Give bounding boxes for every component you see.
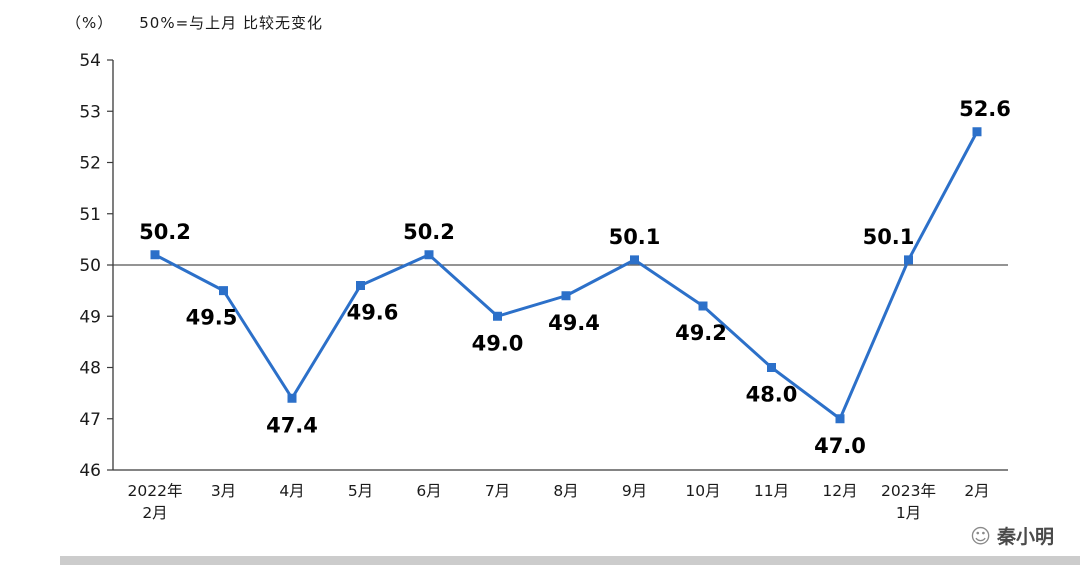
x-tick-label: 6月 [416,482,441,500]
bottom-divider [60,556,1080,565]
data-label: 50.1 [609,225,661,249]
data-label: 49.5 [186,306,238,330]
chart-subtitle: 50%=与上月 比较无变化 [139,14,323,32]
data-label: 50.2 [139,220,191,244]
y-tick-label: 48 [79,359,101,379]
watermark-text: 秦小明 [996,526,1054,548]
data-label: 49.4 [548,311,600,335]
data-point-marker [561,291,571,301]
data-label: 52.6 [959,97,1011,121]
data-label: 48.0 [746,383,798,407]
chart-header: （%） 50%=与上月 比较无变化 [66,12,323,33]
data-label: 49.2 [675,321,727,345]
data-point-marker [698,301,708,311]
y-tick-label: 52 [79,154,101,174]
x-tick-label: 3月 [211,482,236,500]
y-tick-label: 50 [79,256,101,276]
data-point-marker [219,286,228,296]
data-point-marker [972,127,982,137]
y-tick-label: 54 [79,51,101,71]
y-tick-label: 51 [79,205,101,225]
data-label: 49.6 [347,301,399,325]
data-label: 47.4 [266,413,318,437]
x-tick-label: 10月 [685,482,720,500]
x-tick-label: 12月 [822,482,857,500]
y-tick-label: 53 [79,102,101,122]
y-tick-label: 47 [79,410,101,430]
x-tick-label: 8月 [553,482,578,500]
x-tick-label: 1月 [896,504,921,522]
data-label: 50.2 [403,220,455,244]
data-point-marker [356,281,365,290]
data-point-marker [493,311,502,321]
data-point-marker [835,414,845,424]
x-tick-label: 9月 [622,482,647,500]
watermark: ☺ 秦小明 [970,522,1054,549]
y-tick-label: 49 [79,307,101,327]
x-tick-label: 2月 [964,482,989,500]
data-label: 50.1 [863,225,915,249]
data-label: 49.0 [472,331,524,355]
data-label: 47.0 [814,434,866,458]
y-axis-unit-label: （%） [66,14,114,32]
x-tick-label: 4月 [279,482,304,500]
data-point-marker [767,363,776,372]
y-tick-label: 46 [79,461,101,481]
x-tick-label: 2023年 [881,482,936,500]
data-line [153,130,979,421]
data-point-marker [630,255,639,265]
face-icon: ☺ [970,523,991,548]
data-point-marker [904,255,913,265]
x-tick-label: 11月 [754,482,789,500]
x-tick-label: 2022年 [128,482,183,500]
data-point-marker [150,250,160,260]
x-tick-label: 7月 [485,482,510,500]
data-point-marker [424,250,434,260]
x-tick-label: 5月 [348,482,373,500]
x-tick-label: 2月 [142,504,167,522]
data-point-marker [287,393,297,403]
